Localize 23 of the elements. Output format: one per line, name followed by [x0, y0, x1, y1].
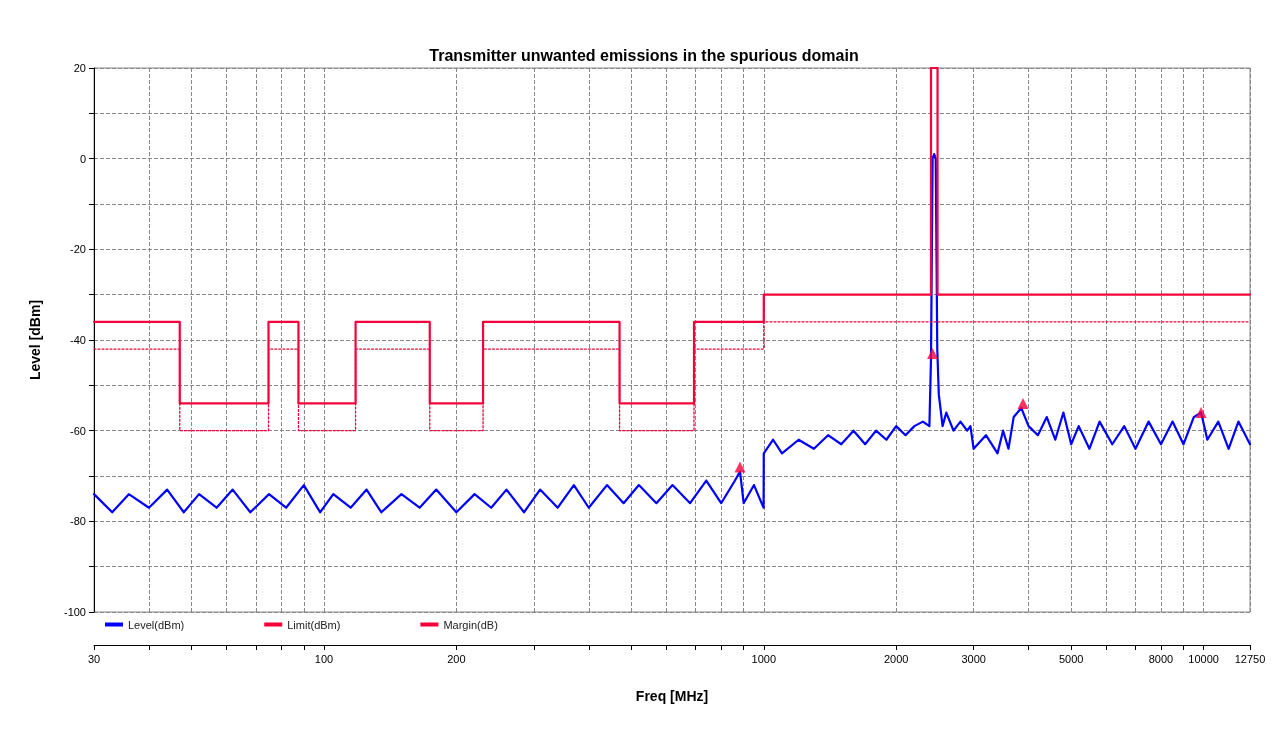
y-tick-label: -80 — [70, 515, 86, 528]
legend-label: Limit(dBm) — [287, 618, 341, 631]
x-tick-label: 1000 — [751, 652, 777, 665]
x-tick-label: 30 — [87, 652, 101, 665]
y-tick-label: -40 — [70, 334, 86, 346]
x-tick-label: 100 — [314, 652, 334, 665]
x-tick-label: 8000 — [1148, 652, 1174, 665]
legend-label: Margin(dB) — [443, 618, 498, 631]
x-tick-label: 5000 — [1058, 652, 1084, 665]
x-tick-label: 3000 — [961, 652, 986, 665]
x-tick-label: 2000 — [883, 652, 909, 665]
x-tick-label: 10000 — [1188, 652, 1219, 665]
y-tick-label: 0 — [79, 152, 86, 165]
y-tick-label: -20 — [70, 243, 86, 256]
y-tick-label: -60 — [70, 424, 86, 437]
x-tick-label: 200 — [447, 652, 466, 665]
x-axis-title: Freq [MHz] — [635, 688, 709, 704]
y-tick-label: 20 — [73, 62, 86, 74]
chart-title: Transmitter unwanted emissions in the spurious domain — [429, 46, 859, 64]
x-tick-label: 12750 — [1234, 652, 1266, 665]
y-axis-title: Level [dBm] — [27, 299, 43, 381]
legend-label: Level(dBm) — [128, 618, 185, 631]
y-tick-label: -100 — [63, 606, 86, 618]
